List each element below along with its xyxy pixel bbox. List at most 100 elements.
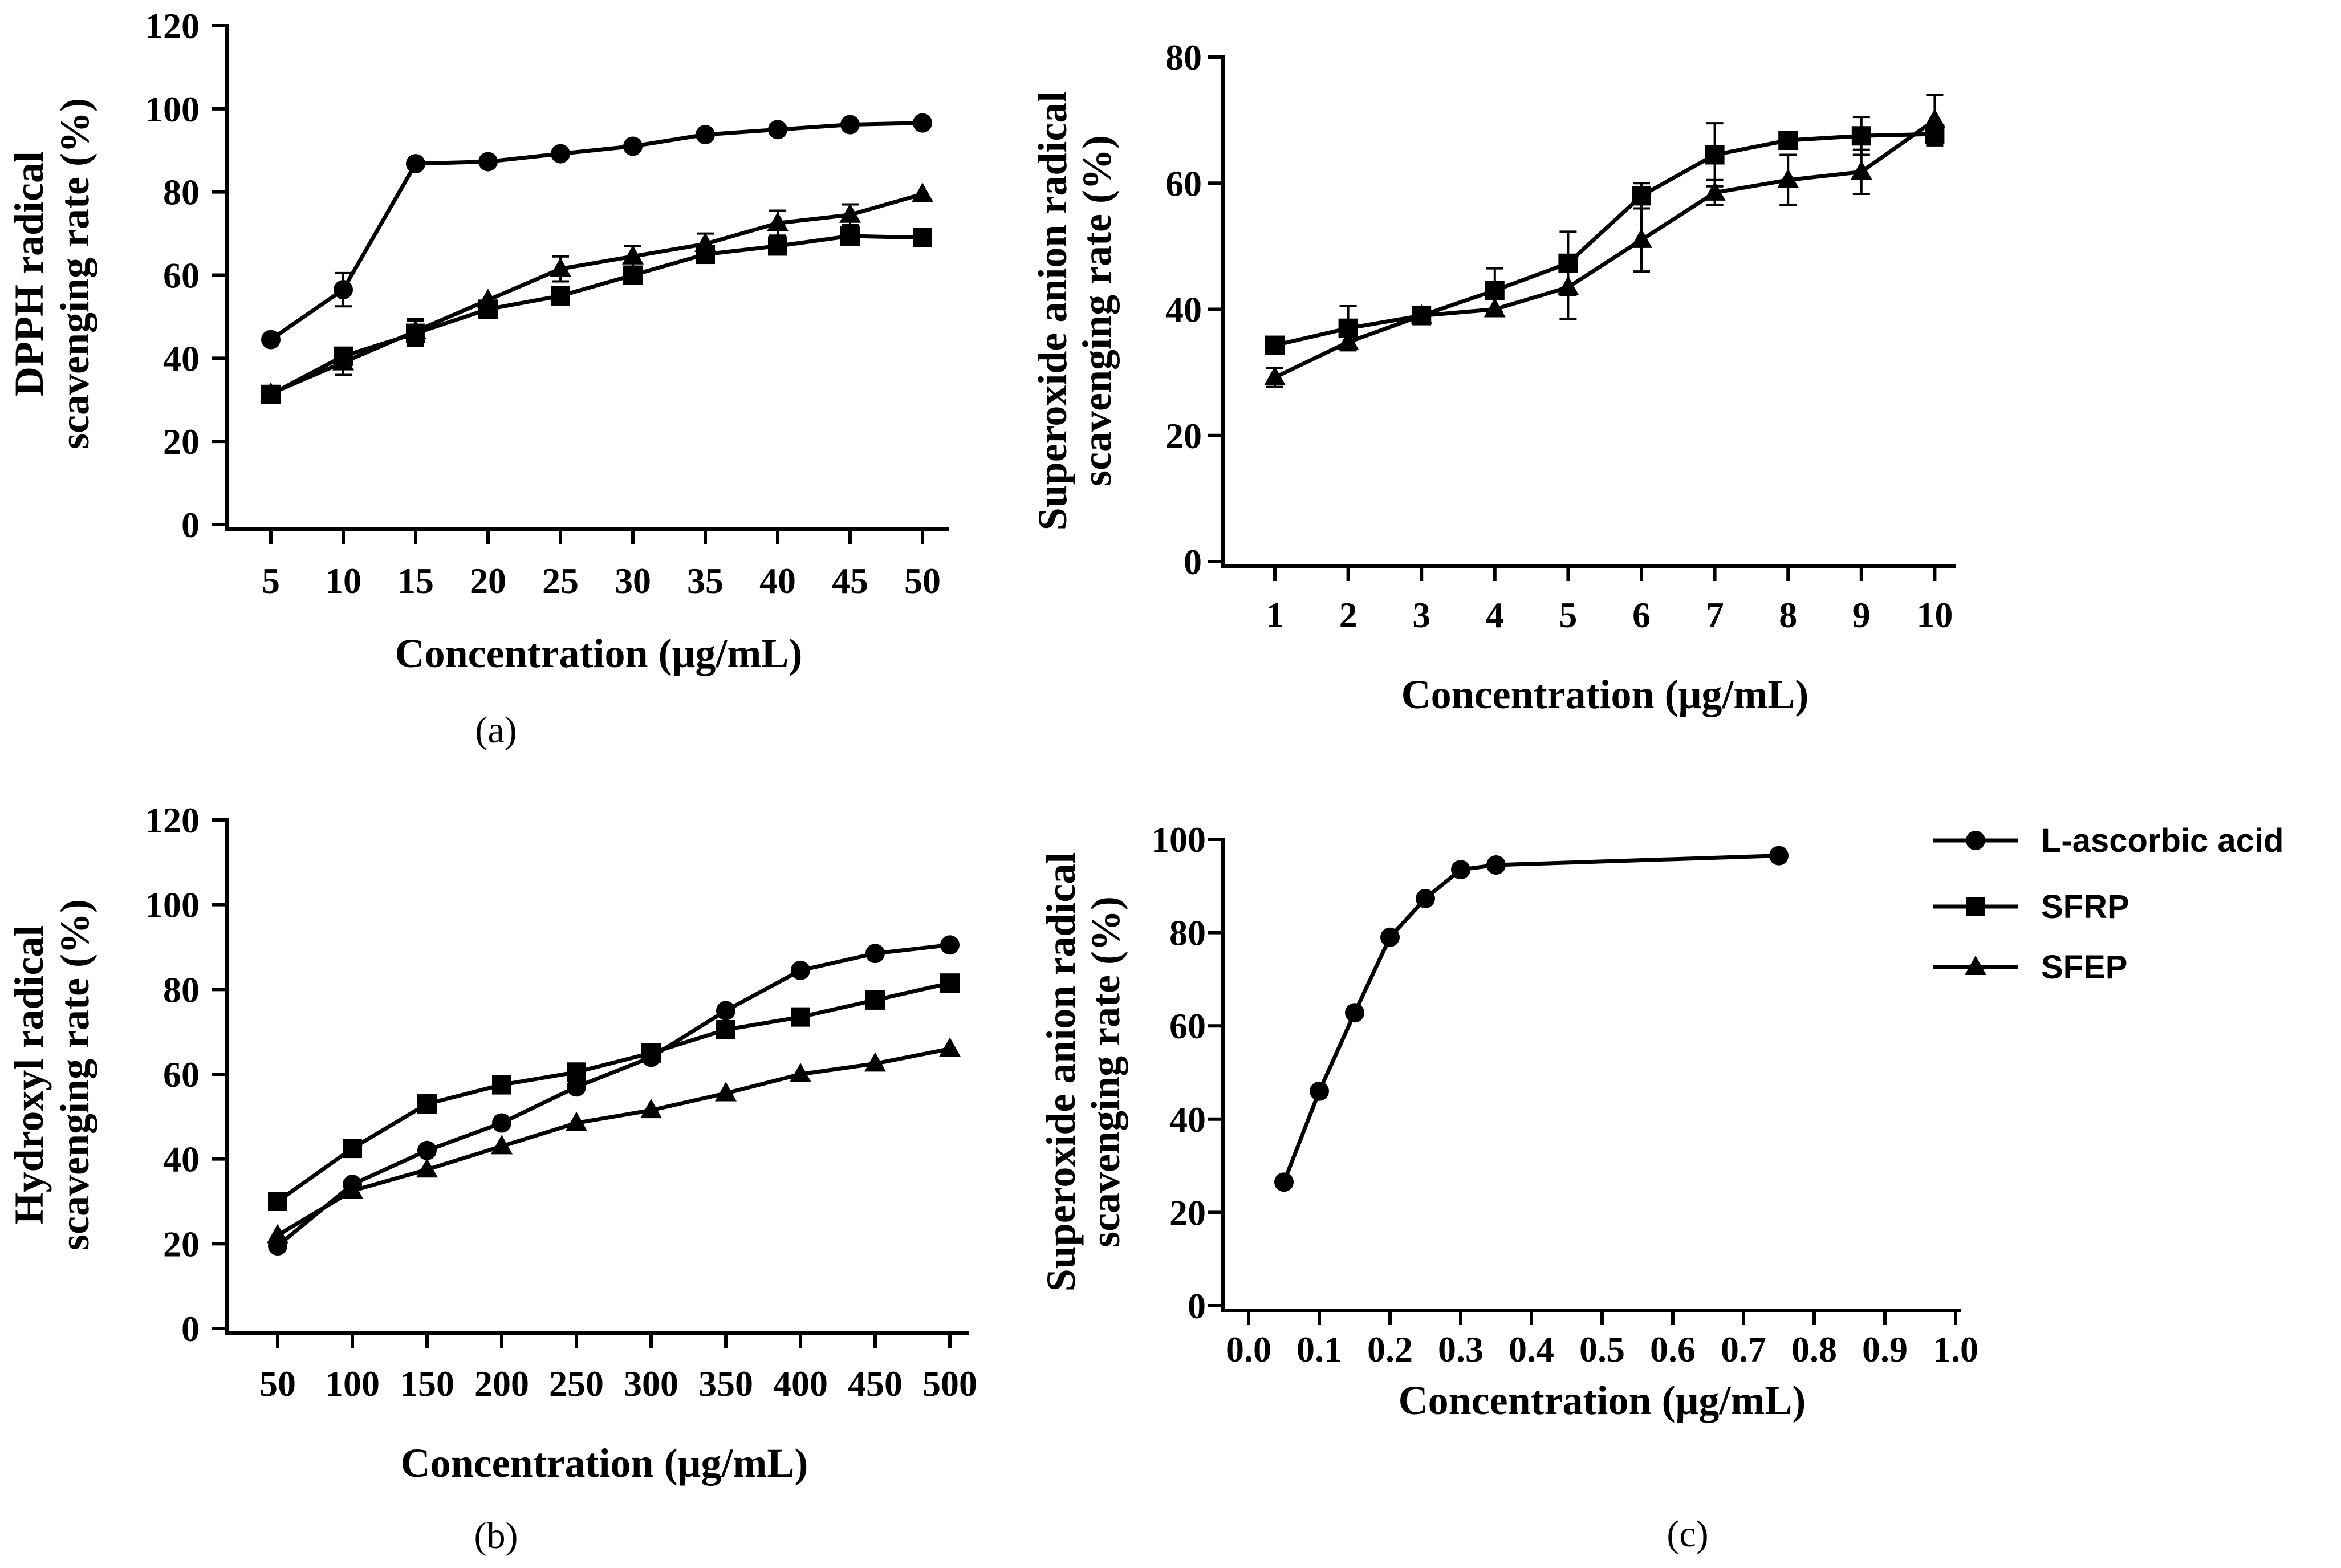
data-point-triangle <box>332 351 354 371</box>
x-tick-label: 4 <box>1486 595 1504 635</box>
data-point-triangle <box>1337 331 1359 351</box>
x-tick-label: 8 <box>1779 595 1797 635</box>
y-tick-label: 80 <box>163 969 200 1010</box>
y-axis-label: Superoxide anion radical <box>1038 852 1084 1292</box>
data-point-triangle <box>1484 298 1506 318</box>
x-tick-label: 0.7 <box>1721 1329 1766 1370</box>
y-axis-label: scavenging rate (%) <box>52 899 97 1250</box>
x-tick-label: 500 <box>922 1363 977 1404</box>
y-tick-label: 0 <box>181 1309 200 1349</box>
data-point-circle <box>1274 1172 1294 1192</box>
x-tick-label: 150 <box>400 1363 454 1404</box>
series-l-ascorbic-acid <box>261 113 932 350</box>
data-point-square <box>840 226 860 246</box>
data-point-square <box>716 1019 735 1039</box>
legend-triangle-marker <box>1965 956 1986 975</box>
data-point-circle <box>1310 1081 1329 1101</box>
y-tick-label: 60 <box>1169 1006 1206 1046</box>
y-tick-label: 100 <box>1151 819 1206 860</box>
data-point-square <box>567 1062 586 1082</box>
data-point-triangle <box>839 203 861 223</box>
y-tick-label: 20 <box>1165 416 1202 456</box>
x-tick-label: 5 <box>262 560 280 601</box>
panel-label-c: (c) <box>1667 1513 1708 1555</box>
x-tick-label: 40 <box>759 560 796 601</box>
y-tick-label: 0 <box>181 505 200 545</box>
series-l-ascorbic-acid <box>1274 846 1789 1192</box>
x-tick-label: 50 <box>259 1363 296 1404</box>
x-tick-label: 2 <box>1339 595 1358 635</box>
series-sfep <box>1264 94 1946 388</box>
x-tick-label: 350 <box>698 1363 753 1404</box>
legend-circle-marker <box>1966 831 1985 850</box>
series-line <box>270 121 923 342</box>
data-point-triangle <box>715 1082 737 1102</box>
x-axis-label: Concentration (μg/mL) <box>395 631 803 676</box>
y-tick-label: 60 <box>163 255 200 296</box>
x-tick-label: 400 <box>773 1363 828 1404</box>
y-tick-label: 80 <box>163 172 200 213</box>
data-point-triangle <box>939 1037 961 1057</box>
data-point-square <box>940 973 960 993</box>
y-tick-label: 0 <box>1188 1286 1206 1326</box>
data-point-triangle <box>767 212 789 231</box>
data-point-triangle <box>1631 228 1652 248</box>
x-tick-label: 7 <box>1706 595 1724 635</box>
x-tick-label: 0.2 <box>1367 1329 1413 1370</box>
series-line <box>276 981 950 1203</box>
data-point-circle <box>567 1077 586 1097</box>
data-point-triangle <box>477 289 499 308</box>
y-axis-label: Hydroxyl radical <box>6 925 52 1225</box>
series-line <box>1274 118 1936 380</box>
y-axis-label: scavenging rate (%) <box>1074 135 1120 486</box>
data-point-square <box>1778 131 1798 151</box>
x-tick-label: 50 <box>904 560 941 601</box>
y-tick-label: 40 <box>1169 1099 1206 1140</box>
data-point-triangle <box>694 232 716 252</box>
data-point-circle <box>791 960 810 980</box>
data-point-triangle <box>1557 275 1579 295</box>
y-tick-label: 100 <box>145 89 200 129</box>
data-point-triangle <box>1850 160 1872 180</box>
panel-b-hydroxyl-chart: 0 20 40 60 80 100 120 50 100 150 200 250 300 350 400 45… <box>6 800 977 1486</box>
x-tick-label: 1.0 <box>1933 1329 1978 1370</box>
legend-label-sfrp: SFRP <box>2041 888 2129 925</box>
data-point-triangle <box>1924 108 1946 128</box>
x-tick-label: 0.4 <box>1509 1329 1554 1370</box>
data-point-square <box>492 1075 511 1095</box>
data-point-triangle <box>622 245 644 265</box>
x-tick-label: 0.3 <box>1438 1329 1484 1370</box>
data-point-circle <box>478 152 498 172</box>
x-tick-label: 300 <box>624 1363 678 1404</box>
x-axis-label: Concentration (μg/mL) <box>401 1440 808 1486</box>
y-axis-label: DPPH radical <box>6 151 52 396</box>
data-point-triangle <box>550 257 571 277</box>
y-tick-label: 20 <box>163 1224 200 1264</box>
data-point-square <box>1632 186 1651 206</box>
y-tick-label: 40 <box>163 338 200 379</box>
data-point-circle <box>1769 846 1789 866</box>
x-tick-label: 250 <box>549 1363 604 1404</box>
data-point-square <box>1485 281 1505 300</box>
data-point-circle <box>551 144 570 164</box>
data-point-square <box>1705 145 1725 165</box>
y-tick-label: 80 <box>1165 37 1202 78</box>
x-tick-label: 20 <box>470 560 506 601</box>
legend-label-sfep: SFEP <box>2041 949 2128 986</box>
data-point-circle <box>261 330 281 350</box>
y-axis-label: Superoxide anion radical <box>1030 91 1075 531</box>
series-line <box>276 943 950 1248</box>
series-sfrp <box>268 973 960 1211</box>
data-point-circle <box>940 935 960 955</box>
data-point-triangle <box>342 1179 363 1199</box>
x-tick-label: 35 <box>687 560 724 601</box>
data-point-triangle <box>1264 365 1286 385</box>
series-sfep <box>267 1037 961 1244</box>
series-sfrp <box>261 226 932 404</box>
x-axis-label: Concentration (μg/mL) <box>1399 1378 1806 1423</box>
y-tick-label: 0 <box>1184 542 1202 582</box>
x-tick-label: 10 <box>325 560 361 601</box>
y-tick-label: 60 <box>1165 163 1202 204</box>
data-point-circle <box>768 120 787 140</box>
